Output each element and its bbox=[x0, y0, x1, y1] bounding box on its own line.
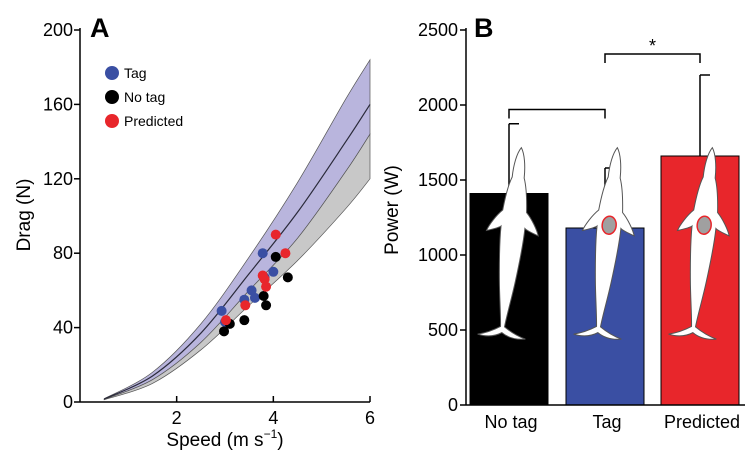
drag-fit-line bbox=[103, 104, 371, 400]
y-ticks-a: 0 40 80 120 160 200 bbox=[43, 20, 80, 412]
tag-icon bbox=[696, 215, 712, 235]
y-tick-label-a: 80 bbox=[53, 243, 73, 263]
significance-brackets: * bbox=[508, 36, 701, 119]
predicted-point bbox=[270, 229, 281, 240]
bracket-tag-predicted bbox=[604, 53, 701, 63]
y-tick-label-b: 2000 bbox=[418, 95, 458, 115]
no-tag-point bbox=[239, 315, 250, 326]
x-category-label: Predicted bbox=[664, 412, 740, 432]
tag-band bbox=[103, 58, 371, 400]
y-tick-label-b: 0 bbox=[448, 395, 458, 415]
legend-marker bbox=[105, 66, 119, 80]
dolphin-icon bbox=[668, 146, 730, 340]
y-axis-label-b: Power (W) bbox=[382, 165, 403, 255]
legend-a: Tag No tag Predicted bbox=[105, 65, 183, 129]
no-tag-point bbox=[258, 290, 269, 301]
x-tick-label-a: 4 bbox=[268, 408, 278, 428]
y-tick-label-a: 200 bbox=[43, 20, 73, 40]
panel-a-label: A bbox=[90, 13, 110, 43]
y-tick-label-b: 1000 bbox=[418, 245, 458, 265]
legend-label: Predicted bbox=[124, 113, 183, 129]
x-labels-b: No tag Tag Predicted bbox=[484, 412, 740, 432]
panel-b-label: B bbox=[474, 13, 494, 43]
predicted-point bbox=[259, 274, 270, 285]
y-tick-label-a: 0 bbox=[63, 392, 73, 412]
x-axis-label-a: Speed (m s−1) bbox=[166, 427, 283, 451]
x-tick-label-a: 6 bbox=[365, 408, 375, 428]
predicted-point bbox=[240, 300, 251, 311]
tag-icon bbox=[601, 215, 617, 235]
significance-star: * bbox=[649, 36, 656, 56]
legend-label: No tag bbox=[124, 89, 165, 105]
drag-bands bbox=[103, 58, 371, 401]
no-tag-band bbox=[103, 132, 371, 401]
y-tick-label-b: 1500 bbox=[418, 170, 458, 190]
tag-point bbox=[268, 266, 279, 277]
no-tag-point bbox=[261, 300, 272, 311]
drag-points bbox=[216, 229, 293, 337]
no-tag-point bbox=[219, 326, 230, 337]
legend-marker bbox=[105, 90, 119, 104]
tag-point bbox=[249, 292, 260, 303]
predicted-point bbox=[220, 315, 231, 326]
bracket-notag-tag bbox=[508, 108, 606, 119]
legend-label: Tag bbox=[124, 65, 147, 81]
x-category-label: Tag bbox=[592, 412, 621, 432]
y-tick-label-b: 2500 bbox=[418, 20, 458, 40]
predicted-point bbox=[280, 248, 291, 259]
predicted-point bbox=[261, 281, 272, 292]
dolphin-icon bbox=[477, 146, 539, 340]
no-tag-point bbox=[282, 272, 293, 283]
panel-b: B 0 500 1000 1500 2000 2500 No tag Tag Predicte… bbox=[382, 13, 745, 432]
y-tick-label-b: 500 bbox=[428, 320, 458, 340]
y-axis-label-a: Drag (N) bbox=[14, 179, 35, 252]
tag-point bbox=[216, 305, 227, 316]
power-bars bbox=[469, 74, 740, 406]
tag-point bbox=[257, 248, 268, 259]
no-tag-point bbox=[270, 251, 281, 262]
legend-marker bbox=[105, 114, 119, 128]
y-tick-label-a: 160 bbox=[43, 94, 73, 114]
x-category-label: No tag bbox=[484, 412, 537, 432]
x-tick-label-a: 2 bbox=[172, 408, 182, 428]
x-ticks-a: 2 4 6 bbox=[172, 396, 375, 428]
tag-point bbox=[246, 285, 257, 296]
panel-a: A 0 40 80 120 160 200 2 4 6 Drag (N) Speed (m s… bbox=[14, 13, 375, 451]
y-tick-label-a: 40 bbox=[53, 318, 73, 338]
y-ticks-b: 0 500 1000 1500 2000 2500 bbox=[418, 20, 466, 415]
dolphin-icon bbox=[573, 146, 635, 340]
y-tick-label-a: 120 bbox=[43, 169, 73, 189]
